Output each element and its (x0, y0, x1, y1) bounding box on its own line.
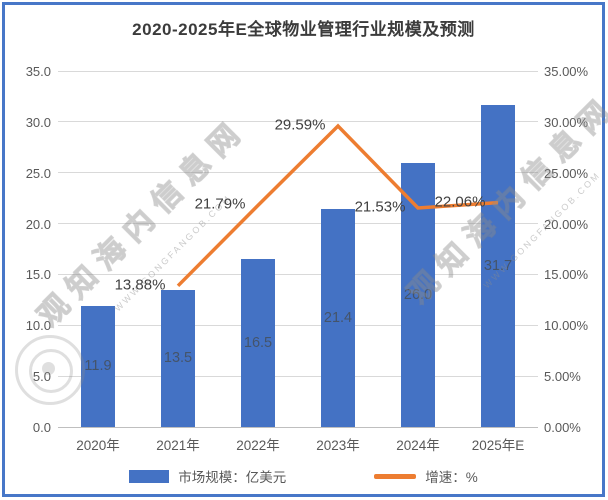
legend-item-market-size: 市场规模：亿美元 (129, 466, 286, 486)
gridline (58, 223, 538, 225)
y-axis-left-tick: 35.0 (25, 64, 51, 79)
growth-rate-label: 21.79% (194, 195, 246, 213)
growth-line (176, 123, 499, 288)
y-axis-right-tick: 30.00% (544, 114, 589, 130)
x-axis-label: 2020年 (76, 438, 120, 453)
bar-value-label: 31.7 (483, 257, 513, 274)
y-axis-right-tick: 5.00% (544, 369, 581, 385)
y-axis-left-tick: 15.0 (25, 267, 51, 283)
bar (81, 305, 115, 427)
bar-value-label: 21.4 (323, 310, 353, 327)
bar-value-label: 11.9 (84, 358, 112, 375)
chart-title: 2020-2025年E全球物业管理行业规模及预测 (132, 20, 475, 39)
growth-rate-label: 21.53% (354, 198, 406, 216)
gridline (58, 70, 538, 72)
plot-area: 11.9 13.5 16.5 21.4 26.0 31.7 13.88% 21.79% 29.5… (58, 70, 538, 428)
gridline (58, 172, 538, 174)
bar-value-label: 26.0 (403, 286, 433, 303)
x-axis-label: 2024年 (396, 438, 440, 453)
line-series-swatch-icon (374, 473, 417, 479)
y-axis-right-tick: 35.00% (544, 64, 589, 79)
y-axis-right-tick: 15.00% (544, 267, 589, 283)
y-axis-left-tick: 10.0 (25, 318, 51, 334)
growth-rate-label: 29.59% (274, 116, 326, 134)
y-axis-left-tick: 25.0 (25, 165, 51, 181)
legend-label-growth: 增速：% (425, 470, 478, 485)
gridline (58, 375, 538, 377)
bar (241, 259, 275, 427)
gridline (58, 426, 538, 428)
y-axis-left-tick: 20.0 (25, 216, 51, 232)
y-axis-right-tick: 0.00% (544, 420, 581, 435)
growth-rate-label: 22.06% (434, 193, 486, 211)
gridline (58, 324, 538, 326)
x-axis-label: 2023年 (316, 438, 360, 453)
bar-value-label: 16.5 (243, 335, 273, 352)
y-axis-left-tick: 0.0 (32, 420, 51, 435)
growth-rate-label: 13.88% (114, 276, 166, 294)
bar-series-swatch-icon (129, 469, 170, 483)
gridline (58, 121, 538, 123)
bar (161, 289, 195, 427)
bar (481, 104, 515, 427)
y-axis-right-tick: 25.00% (544, 165, 589, 181)
y-axis-right-tick: 20.00% (544, 216, 589, 232)
bar-value-label: 13.5 (163, 350, 193, 367)
legend-label-market-size: 市场规模：亿美元 (178, 470, 287, 485)
x-axis-label: 2025年E (471, 438, 525, 453)
bar (321, 209, 355, 427)
legend-item-growth: 增速：% (374, 466, 478, 486)
x-axis-label: 2022年 (236, 438, 280, 453)
gridline (58, 273, 538, 275)
legend: 市场规模：亿美元 增速：% (5, 466, 602, 486)
y-axis-left-tick: 30.0 (25, 114, 51, 130)
y-axis-left-tick: 5.0 (32, 369, 51, 385)
x-axis-label: 2021年 (156, 438, 200, 453)
y-axis-right-tick: 10.00% (544, 318, 589, 334)
